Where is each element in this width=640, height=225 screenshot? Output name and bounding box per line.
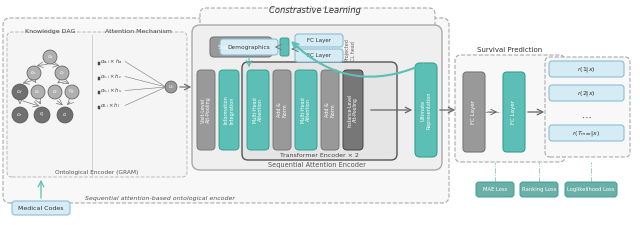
Text: Visit-Level
Att-Pooling: Visit-Level Att-Pooling (200, 97, 211, 123)
FancyBboxPatch shape (242, 62, 397, 160)
Text: Ultimate
Representation: Ultimate Representation (420, 91, 431, 129)
Text: Survival Prediction: Survival Prediction (477, 47, 543, 53)
Text: MAE Loss: MAE Loss (483, 187, 507, 192)
Text: Sequential Attention Encoder: Sequential Attention Encoder (268, 162, 366, 168)
FancyBboxPatch shape (280, 38, 289, 56)
Bar (97, 76, 100, 79)
Circle shape (57, 107, 73, 123)
Circle shape (165, 81, 177, 93)
Circle shape (43, 50, 57, 64)
FancyBboxPatch shape (565, 182, 617, 197)
Bar (97, 61, 100, 65)
FancyBboxPatch shape (219, 70, 239, 150)
Text: Instance-Level
Att-Pooling: Instance-Level Att-Pooling (348, 93, 358, 127)
Text: $c_e$: $c_e$ (35, 88, 42, 96)
Text: FC Layer: FC Layer (511, 100, 516, 124)
Text: Medical Codes: Medical Codes (19, 205, 64, 211)
Text: Constrastive Learning: Constrastive Learning (269, 6, 361, 15)
Circle shape (27, 66, 41, 80)
FancyBboxPatch shape (12, 201, 70, 215)
Text: $c_g$: $c_g$ (68, 87, 76, 97)
Text: $c_i$: $c_i$ (62, 111, 68, 119)
Text: Add &
Norm: Add & Norm (276, 103, 287, 117)
Text: $\alpha_{a,i} \times h_a$: $\alpha_{a,i} \times h_a$ (100, 58, 123, 66)
Circle shape (12, 84, 28, 100)
Text: Sequential attention-based ontological encoder: Sequential attention-based ontological e… (85, 196, 235, 201)
Text: Information
Integration: Information Integration (223, 96, 234, 124)
Text: $c_a$: $c_a$ (47, 53, 54, 61)
Text: $c_e$: $c_e$ (17, 111, 24, 119)
Text: Attention Mechanism: Attention Mechanism (104, 29, 172, 34)
Text: SupWCon Loss: SupWCon Loss (218, 45, 264, 50)
Circle shape (31, 85, 45, 99)
Text: $r(2|x)$: $r(2|x)$ (577, 88, 595, 97)
FancyBboxPatch shape (295, 70, 317, 150)
FancyBboxPatch shape (549, 125, 624, 141)
FancyBboxPatch shape (321, 70, 339, 150)
Bar (97, 106, 100, 108)
Text: Projected
CL head: Projected CL head (345, 38, 356, 61)
FancyBboxPatch shape (210, 37, 272, 57)
Text: $c_j$: $c_j$ (39, 110, 45, 120)
FancyBboxPatch shape (476, 182, 514, 197)
Circle shape (48, 85, 62, 99)
Circle shape (34, 107, 50, 123)
Text: $c_f$: $c_f$ (52, 88, 58, 96)
Text: FC Layer: FC Layer (307, 38, 331, 43)
Text: Transformer Encoder × 2: Transformer Encoder × 2 (280, 153, 358, 158)
FancyBboxPatch shape (503, 72, 525, 152)
Bar (97, 90, 100, 94)
Text: Knowledge DAG: Knowledge DAG (25, 29, 75, 34)
Text: Multi-Head
Attention: Multi-Head Attention (301, 97, 312, 123)
FancyBboxPatch shape (197, 70, 215, 150)
Circle shape (65, 85, 79, 99)
FancyBboxPatch shape (220, 39, 278, 55)
FancyBboxPatch shape (455, 55, 565, 162)
Text: $\cdots$: $\cdots$ (580, 112, 591, 122)
FancyBboxPatch shape (192, 25, 442, 170)
Circle shape (55, 66, 69, 80)
FancyBboxPatch shape (343, 70, 363, 150)
FancyBboxPatch shape (200, 8, 435, 70)
Text: $c_d$: $c_d$ (17, 88, 24, 96)
Text: $c_c$: $c_c$ (58, 69, 65, 77)
FancyBboxPatch shape (7, 32, 187, 177)
Text: $r(1|x)$: $r(1|x)$ (577, 65, 595, 74)
Text: Multi-Head
Attention: Multi-Head Attention (253, 97, 264, 123)
FancyBboxPatch shape (3, 18, 449, 203)
Text: Ranking Loss: Ranking Loss (522, 187, 556, 192)
Circle shape (12, 107, 28, 123)
FancyBboxPatch shape (549, 61, 624, 77)
FancyBboxPatch shape (549, 85, 624, 101)
Text: Ontological Encoder (GRAM): Ontological Encoder (GRAM) (55, 170, 139, 175)
FancyBboxPatch shape (520, 182, 558, 197)
Text: Demographics: Demographics (228, 45, 270, 50)
Text: FC Layer: FC Layer (472, 100, 477, 124)
Text: $\alpha_{l,i} \times h_l$: $\alpha_{l,i} \times h_l$ (100, 102, 120, 110)
Text: Add &
Norm: Add & Norm (324, 103, 335, 117)
Text: $\alpha_{s,i} \times h_s$: $\alpha_{s,i} \times h_s$ (100, 87, 122, 95)
FancyArrowPatch shape (292, 43, 424, 77)
FancyBboxPatch shape (545, 57, 630, 157)
Text: Loglikelihood Loss: Loglikelihood Loss (567, 187, 615, 192)
FancyBboxPatch shape (463, 72, 485, 152)
Text: $c_b$: $c_b$ (31, 69, 38, 77)
Text: FC Layer: FC Layer (307, 53, 331, 58)
FancyBboxPatch shape (295, 34, 343, 47)
Text: $r(T_{max}|x)$: $r(T_{max}|x)$ (572, 128, 600, 137)
FancyBboxPatch shape (415, 63, 437, 157)
Text: $u_i$: $u_i$ (168, 83, 174, 91)
FancyBboxPatch shape (295, 49, 343, 62)
Text: $\alpha_{c,i} \times h_c$: $\alpha_{c,i} \times h_c$ (100, 73, 122, 81)
FancyBboxPatch shape (273, 70, 291, 150)
FancyBboxPatch shape (247, 70, 269, 150)
